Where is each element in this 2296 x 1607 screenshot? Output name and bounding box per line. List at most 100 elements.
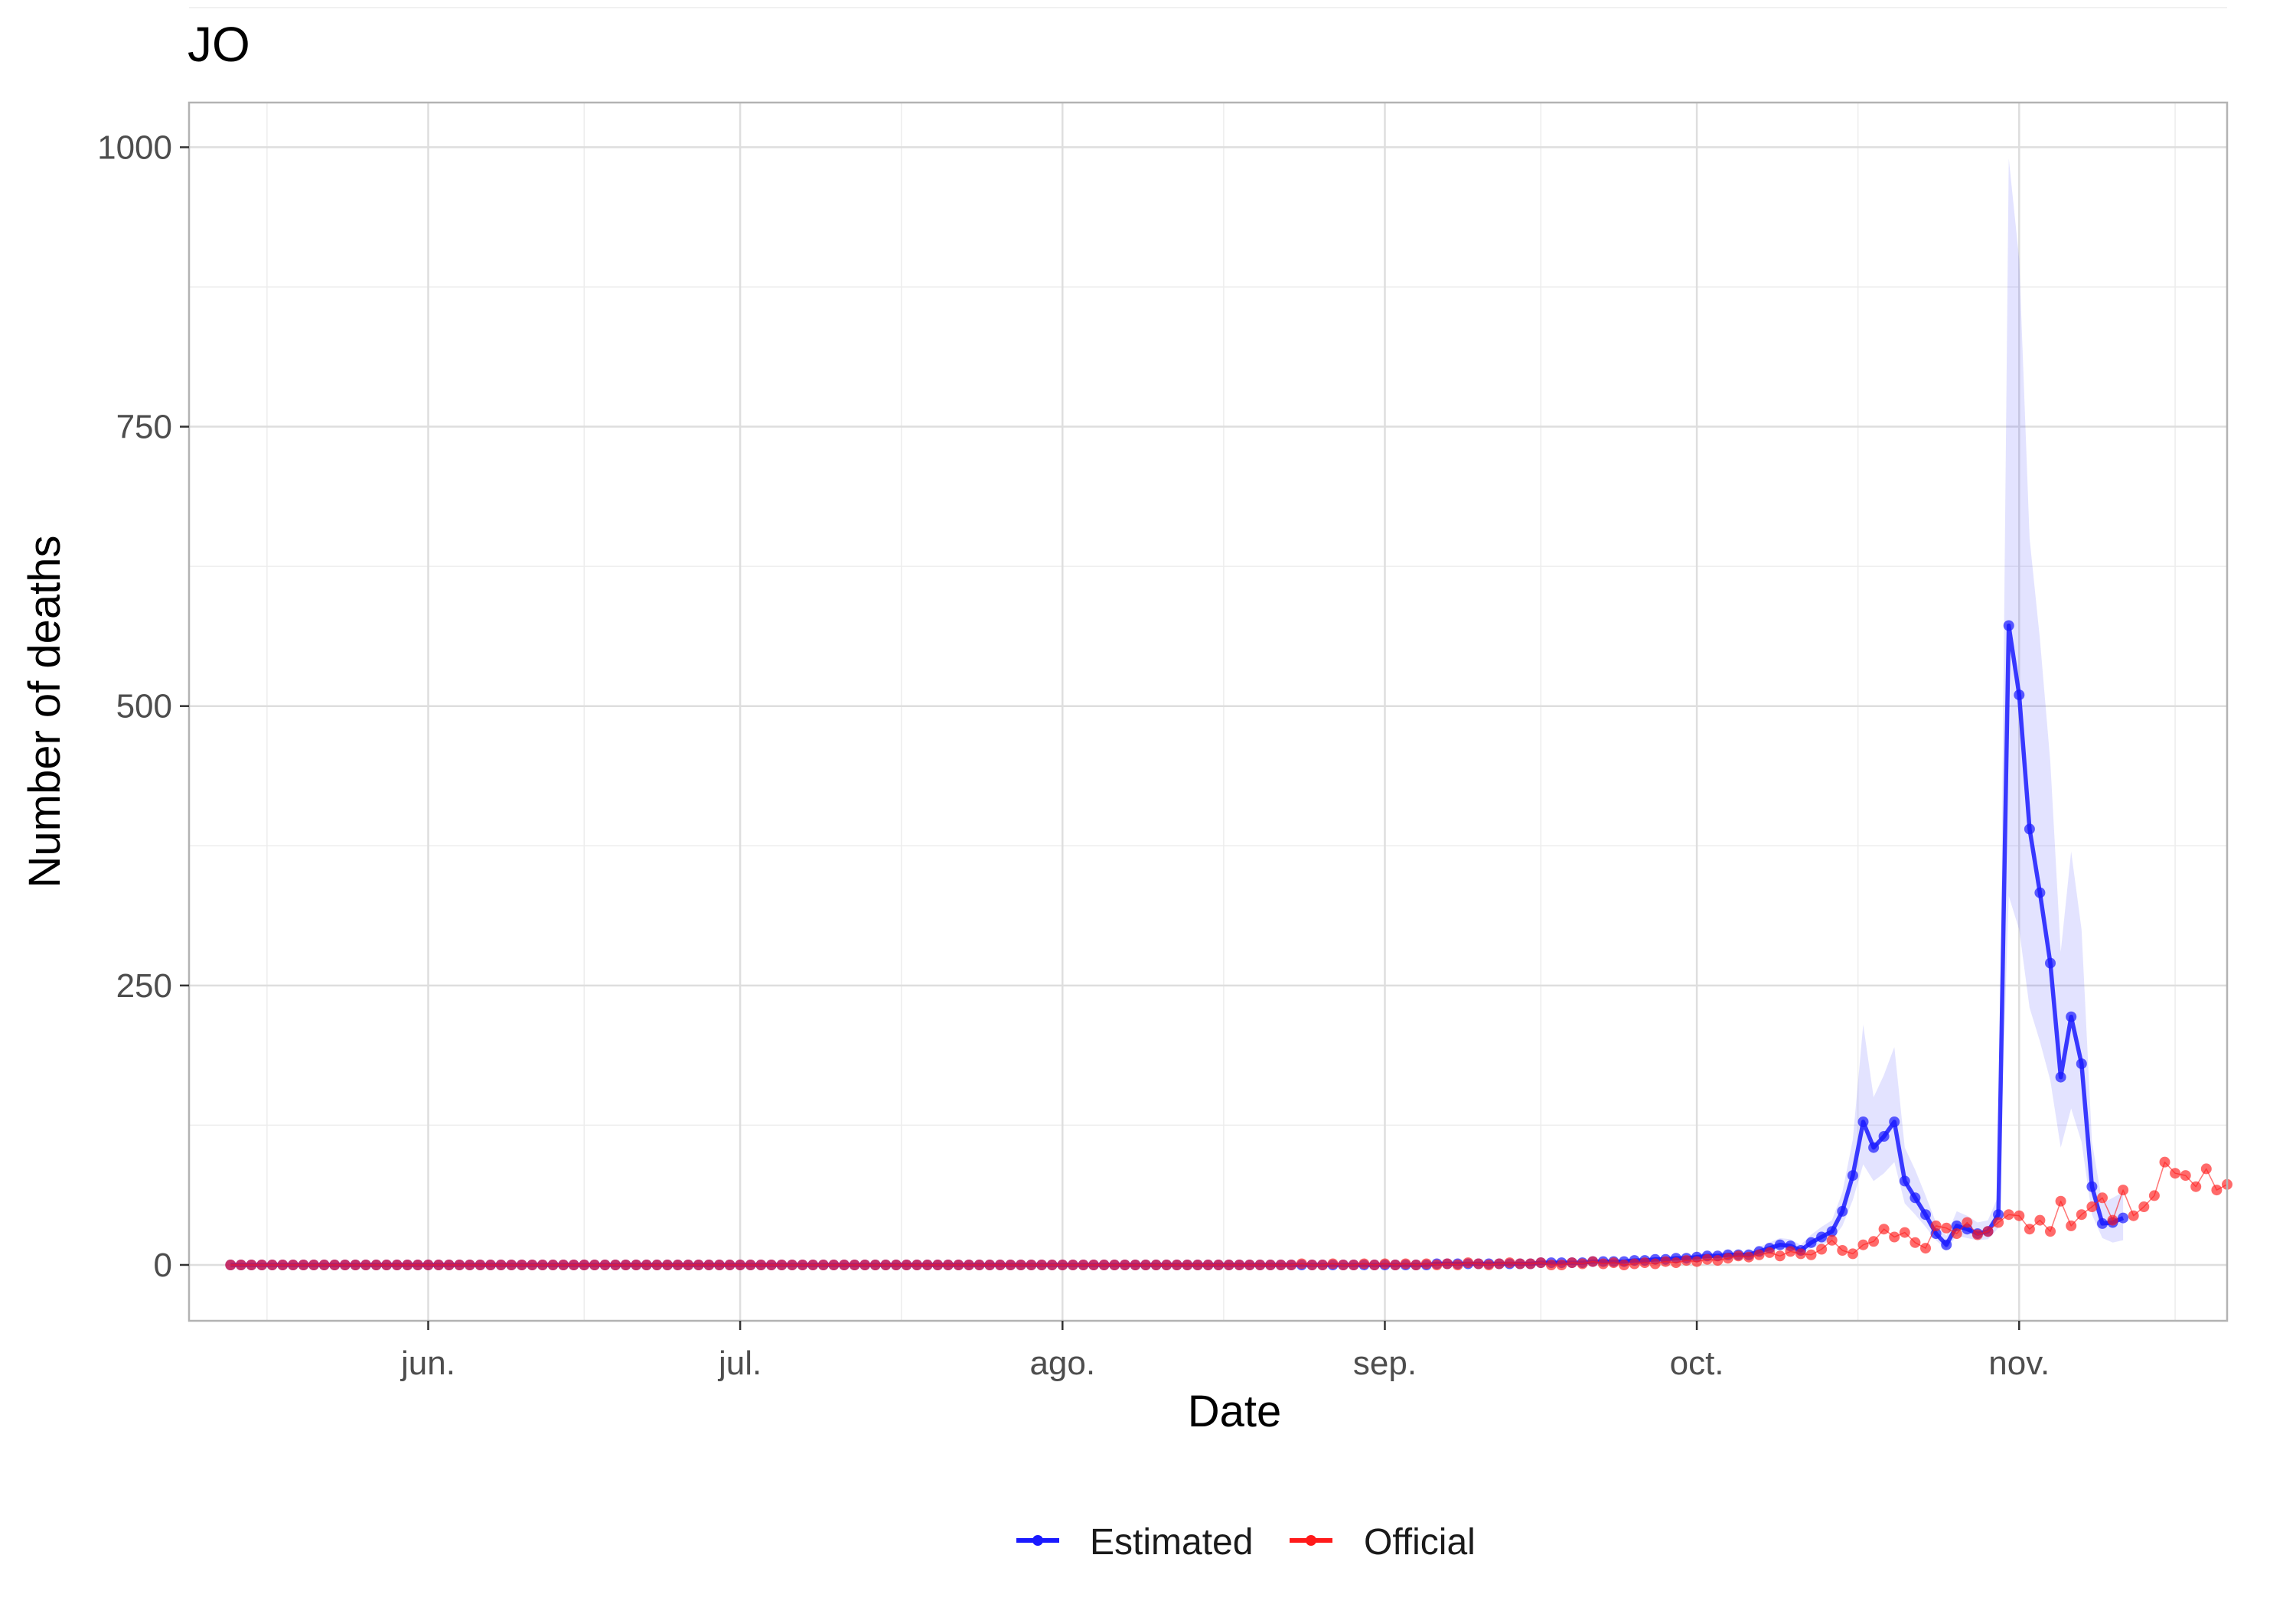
data-point-official <box>422 1260 434 1270</box>
data-point-official <box>495 1260 507 1270</box>
data-point-official <box>1982 1226 1994 1237</box>
data-point-official <box>2211 1185 2223 1196</box>
data-point-official <box>901 1260 912 1270</box>
data-point-official <box>547 1260 559 1270</box>
data-point-estimated <box>1899 1175 1910 1187</box>
data-point-estimated <box>2014 689 2025 701</box>
data-point-estimated <box>1857 1116 1869 1127</box>
data-point-official <box>2200 1163 2212 1175</box>
data-point-official <box>1202 1260 1214 1270</box>
data-point-official <box>433 1260 445 1270</box>
data-point-official <box>1265 1260 1276 1270</box>
data-point-official <box>1962 1217 1973 1228</box>
data-point-official <box>912 1260 923 1270</box>
data-point-official <box>839 1260 850 1270</box>
data-point-official <box>1348 1260 1359 1270</box>
data-point-official <box>1119 1260 1130 1270</box>
data-point-official <box>2159 1156 2170 1168</box>
data-point-official <box>932 1260 944 1270</box>
legend: Estimated Official <box>1016 1522 1476 1563</box>
data-point-official <box>536 1260 548 1270</box>
data-point-estimated <box>2024 823 2035 835</box>
data-point-official <box>921 1260 933 1270</box>
data-point-estimated <box>2003 620 2014 631</box>
data-point-official <box>402 1260 413 1270</box>
data-point-official <box>620 1260 631 1270</box>
data-point-official <box>558 1260 569 1270</box>
data-point-official <box>974 1260 985 1270</box>
data-point-official <box>724 1260 735 1270</box>
data-point-official <box>2180 1170 2191 1182</box>
data-point-official <box>1910 1237 1921 1248</box>
data-point-official <box>1847 1248 1858 1260</box>
data-point-estimated <box>1837 1205 1848 1217</box>
data-point-official <box>235 1260 246 1270</box>
data-point-official <box>1826 1234 1838 1246</box>
data-point-official <box>994 1260 1006 1270</box>
data-point-official <box>2024 1224 2035 1235</box>
data-point-official <box>713 1260 725 1270</box>
plot-background <box>189 103 2227 1321</box>
data-point-official <box>1338 1260 1349 1270</box>
data-point-official <box>942 1260 954 1270</box>
legend-key-estimated-point <box>1032 1535 1043 1546</box>
data-point-official <box>339 1260 351 1270</box>
data-point-official <box>266 1260 278 1270</box>
data-point-official <box>2107 1214 2118 1226</box>
data-point-official <box>1130 1260 1141 1270</box>
x-tick-label: sep. <box>1353 1345 1417 1382</box>
legend-key-official-point <box>1306 1535 1316 1546</box>
data-point-official <box>964 1260 974 1270</box>
data-point-official <box>631 1260 642 1270</box>
data-point-official <box>1078 1260 1089 1270</box>
data-point-estimated <box>1816 1231 1828 1243</box>
data-point-official <box>1619 1260 1629 1270</box>
data-point-estimated <box>2034 887 2046 898</box>
data-point-official <box>454 1260 465 1270</box>
x-axis: jun. jul. ago. sep. oct. nov. <box>400 1321 2050 1382</box>
data-point-official <box>277 1260 289 1270</box>
data-point-official <box>2086 1201 2098 1212</box>
data-point-official <box>246 1260 257 1270</box>
data-point-official <box>1868 1236 1880 1247</box>
series-layer <box>225 620 2232 1270</box>
data-point-official <box>1442 1258 1453 1270</box>
data-point-official <box>1161 1260 1172 1270</box>
data-point-official <box>1556 1260 1567 1270</box>
data-point-official <box>828 1260 840 1270</box>
data-point-official <box>1296 1258 1307 1270</box>
data-point-official <box>1712 1255 1724 1266</box>
data-point-official <box>308 1260 319 1270</box>
data-point-estimated <box>2055 1071 2066 1083</box>
data-point-official <box>1473 1258 1484 1270</box>
data-point-estimated <box>2097 1217 2108 1229</box>
data-point-official <box>318 1260 330 1270</box>
data-point-official <box>1785 1246 1796 1257</box>
data-point-official <box>1805 1249 1817 1260</box>
data-point-estimated <box>1889 1116 1900 1127</box>
data-point-official <box>1005 1260 1016 1270</box>
data-point-official <box>1629 1258 1640 1270</box>
data-point-official <box>2003 1209 2014 1221</box>
data-point-official <box>1525 1258 1536 1270</box>
data-point-official <box>1681 1255 1692 1266</box>
data-point-official <box>589 1260 600 1270</box>
data-point-official <box>787 1260 797 1270</box>
data-point-official <box>506 1260 517 1270</box>
data-point-official <box>1993 1217 2004 1228</box>
data-point-official <box>579 1260 590 1270</box>
data-point-official <box>1899 1227 1910 1238</box>
data-point-official <box>370 1260 382 1270</box>
data-point-official <box>516 1260 527 1270</box>
x-tick-label: jun. <box>400 1345 455 1382</box>
data-point-official <box>745 1260 756 1270</box>
data-point-official <box>1733 1250 1744 1262</box>
data-point-official <box>641 1260 652 1270</box>
y-tick-label: 250 <box>116 967 172 1005</box>
data-point-official <box>693 1260 704 1270</box>
data-point-official <box>651 1260 663 1270</box>
data-point-official <box>1597 1258 1609 1270</box>
data-point-estimated <box>2086 1181 2098 1192</box>
data-point-official <box>1317 1260 1328 1270</box>
